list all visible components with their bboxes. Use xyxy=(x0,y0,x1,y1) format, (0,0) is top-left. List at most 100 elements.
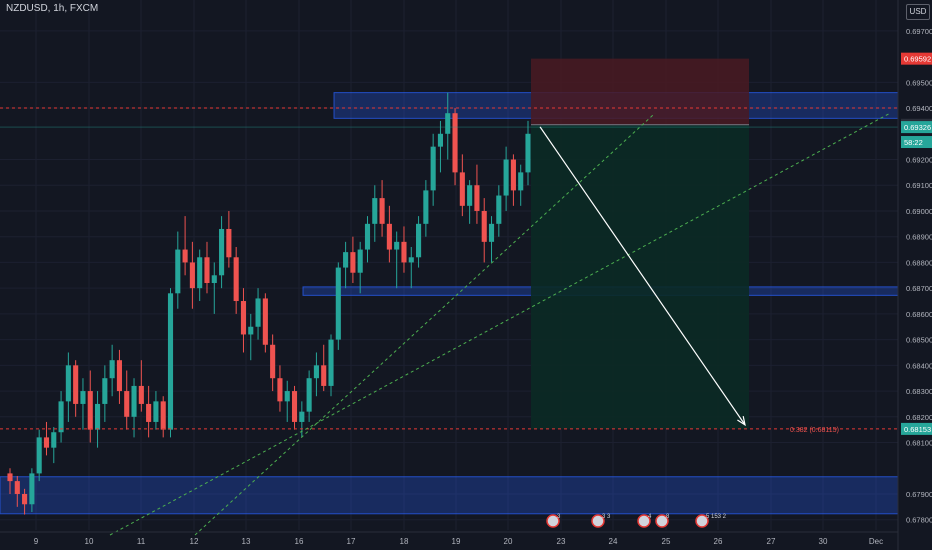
symbol-title: NZDUSD, 1h, FXCM xyxy=(6,3,99,14)
zones xyxy=(0,58,899,515)
y-tick-label: 0.67800 xyxy=(906,516,932,525)
candle-body xyxy=(22,493,28,505)
candle-body xyxy=(481,210,487,242)
x-tick-label: 26 xyxy=(714,537,723,546)
candle-body xyxy=(386,223,392,250)
candle-body xyxy=(379,198,385,224)
candle-body xyxy=(408,257,414,263)
x-tick-label: Dec xyxy=(869,537,883,546)
candle-body xyxy=(518,172,524,191)
candle-body xyxy=(313,365,319,379)
price-label: 0.68153 xyxy=(904,425,931,434)
candle-body xyxy=(328,339,334,386)
y-tick-label: 0.69700 xyxy=(906,27,932,36)
event-flag-icon xyxy=(546,514,560,528)
candle-body xyxy=(109,360,115,379)
event-flag-icon xyxy=(695,514,709,528)
candle-body xyxy=(401,241,407,263)
candle-body xyxy=(525,133,531,173)
candle-body xyxy=(321,365,327,386)
x-tick-label: 30 xyxy=(819,537,828,546)
candle-body xyxy=(153,401,159,422)
x-tick-label: 9 xyxy=(34,537,39,546)
event-count: 8 xyxy=(666,514,670,520)
price-label-bg xyxy=(901,136,932,149)
projection-arrow-line xyxy=(539,126,746,426)
candle-body xyxy=(423,190,429,224)
candle-body xyxy=(65,365,71,402)
event-marker[interactable]: 3 xyxy=(546,514,561,528)
candle-body xyxy=(80,391,86,404)
candle-body xyxy=(306,378,312,412)
candle-body xyxy=(226,228,232,258)
currency-button[interactable]: USD xyxy=(906,4,930,20)
candle-body xyxy=(299,411,305,422)
candle-body xyxy=(262,298,268,345)
y-tick-label: 0.69400 xyxy=(906,104,932,113)
event-flag-icon xyxy=(591,514,605,528)
candle-body xyxy=(116,360,122,392)
candle-body xyxy=(51,432,57,448)
candle-body xyxy=(160,401,166,430)
x-tick-label: 18 xyxy=(400,537,409,546)
candle-body xyxy=(7,473,13,482)
x-tick-label: 17 xyxy=(347,537,356,546)
candles xyxy=(7,92,531,515)
candle-body xyxy=(189,262,195,289)
candle-body xyxy=(284,391,290,402)
candle-body xyxy=(175,249,181,294)
candle-body xyxy=(343,252,349,268)
event-count: 3 3 xyxy=(602,514,611,520)
x-tick-label: 24 xyxy=(609,537,618,546)
y-tick-label: 0.68100 xyxy=(906,439,932,448)
x-tick-label: 20 xyxy=(504,537,513,546)
x-tick-label: 12 xyxy=(190,537,199,546)
candle-body xyxy=(496,195,502,224)
candle-body xyxy=(488,223,495,242)
x-tick-label: 23 xyxy=(557,537,566,546)
candle-body xyxy=(182,249,188,263)
price-label-bg xyxy=(901,422,932,435)
event-marker[interactable]: 8 xyxy=(655,514,670,528)
candle-body xyxy=(277,378,283,402)
candle-body xyxy=(138,385,144,404)
price-label: 0.69326 xyxy=(904,123,931,132)
candle-body xyxy=(452,113,458,173)
x-tick-label: 27 xyxy=(767,537,776,546)
trend-line-steep xyxy=(194,112,656,536)
y-tick-label: 0.68600 xyxy=(906,310,932,319)
candle-body xyxy=(219,228,225,276)
candle-body xyxy=(43,437,50,448)
candle-body xyxy=(29,473,35,505)
candle-body xyxy=(335,267,341,340)
y-tick-label: 0.69100 xyxy=(906,181,932,190)
candle-body xyxy=(291,391,298,422)
event-marker[interactable]: 4 xyxy=(637,514,652,528)
candle-body xyxy=(131,385,137,417)
candle-body xyxy=(36,437,42,474)
event-count: 3 xyxy=(557,514,561,520)
y-tick-label: 0.69200 xyxy=(906,156,932,165)
y-tick-label: 0.68300 xyxy=(906,387,932,396)
candle-body xyxy=(233,257,239,302)
candle-body xyxy=(73,365,79,404)
candle-body xyxy=(58,401,64,433)
candle-body xyxy=(255,298,261,327)
event-marker[interactable]: 3 3 xyxy=(591,514,611,528)
x-tick-label: 25 xyxy=(662,537,671,546)
event-flag-icon xyxy=(655,514,669,528)
zone-demand xyxy=(0,476,899,515)
event-marker[interactable]: 5 153 2 xyxy=(695,514,727,528)
candle-body xyxy=(124,391,130,417)
y-tick-label: 0.69000 xyxy=(906,207,932,216)
candle-body xyxy=(204,257,210,284)
candle-body xyxy=(14,481,20,494)
stop-loss-zone xyxy=(531,58,749,125)
x-tick-label: 19 xyxy=(452,537,461,546)
x-tick-label: 16 xyxy=(295,537,304,546)
y-tick-label: 0.68800 xyxy=(906,258,932,267)
y-tick-label: 0.68700 xyxy=(906,284,932,293)
event-count: 5 153 2 xyxy=(706,514,727,520)
